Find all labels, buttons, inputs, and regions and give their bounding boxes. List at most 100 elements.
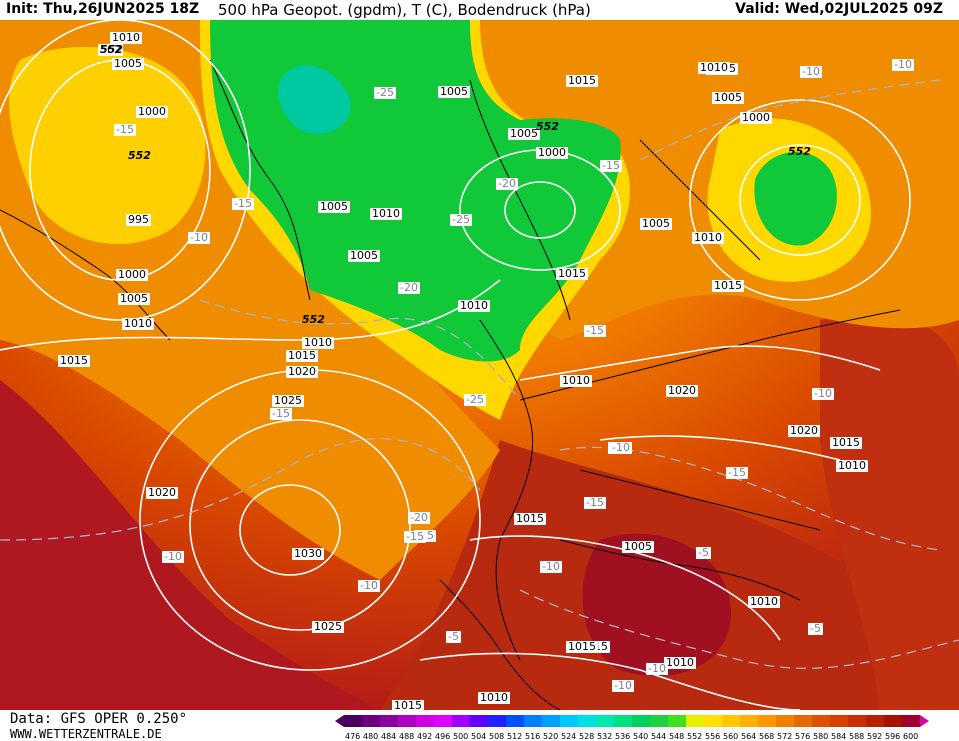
pressure-label: 1000	[536, 146, 568, 159]
legend-tick-label: 592	[867, 732, 882, 741]
legend-tick-label: 600	[903, 732, 918, 741]
legend-swatch	[524, 715, 542, 727]
legend-tick-label: 500	[453, 732, 468, 741]
legend-tick-label: 568	[759, 732, 774, 741]
pressure-label: 1005	[508, 127, 540, 140]
height-label: 552	[788, 145, 811, 158]
temperature-label: -10	[540, 560, 562, 573]
legend-swatch	[794, 715, 812, 727]
temperature-label: -15	[726, 466, 748, 479]
legend-swatch	[650, 715, 668, 727]
pressure-label: 1010	[836, 459, 868, 472]
legend-swatch	[596, 715, 614, 727]
pressure-label: 1010	[692, 231, 724, 244]
legend-tick-label: 512	[507, 732, 522, 741]
temperature-label: -15	[232, 197, 254, 210]
pressure-label: 1015	[712, 279, 744, 292]
temperature-label: -15	[114, 123, 136, 136]
legend-tick-label: 524	[561, 732, 576, 741]
legend-tick-label: 476	[345, 732, 360, 741]
legend-swatch	[416, 715, 434, 727]
temperature-label: -15	[404, 530, 426, 543]
temperature-label: -10	[800, 65, 822, 78]
legend-tick-label: 520	[543, 732, 558, 741]
legend-tick-label: 548	[669, 732, 684, 741]
legend-swatch	[812, 715, 830, 727]
legend-tick-label: 552	[687, 732, 702, 741]
legend-swatch	[434, 715, 452, 727]
legend-swatch	[470, 715, 488, 727]
temperature-label: -25	[464, 393, 486, 406]
legend-swatch	[488, 715, 506, 727]
legend-tick-label: 576	[795, 732, 810, 741]
temperature-label: -10	[358, 579, 380, 592]
legend-swatch	[866, 715, 884, 727]
legend-swatch	[380, 715, 398, 727]
darkred-region-med	[582, 533, 732, 677]
weather-map	[0, 20, 959, 710]
temperature-label: -10	[188, 231, 210, 244]
legend-swatch	[740, 715, 758, 727]
legend-tick-label: 516	[525, 732, 540, 741]
pressure-label: 1010	[748, 595, 780, 608]
temperature-label: -5	[808, 622, 823, 635]
pressure-label: 1005	[348, 249, 380, 262]
temperature-label: -20	[398, 281, 420, 294]
pressure-label: 1010	[110, 31, 142, 44]
legend-tick-label: 532	[597, 732, 612, 741]
legend-swatch	[398, 715, 416, 727]
yellow-region-canada	[9, 46, 206, 245]
pressure-label: 1015	[58, 354, 90, 367]
map-header: Init: Thu,26JUN2025 18Z 500 hPa Geopot. …	[0, 0, 959, 20]
temperature-label: -15	[600, 159, 622, 172]
pressure-label: 1015	[566, 74, 598, 87]
legend-tick-label: 540	[633, 732, 648, 741]
pressure-label: 1025	[312, 620, 344, 633]
legend-tick-label: 588	[849, 732, 864, 741]
legend-swatch	[686, 715, 704, 727]
legend-swatch	[830, 715, 848, 727]
legend-tick-label: 480	[363, 732, 378, 741]
pressure-label: 1030	[292, 547, 324, 560]
site-url-label: WWW.WETTERZENTRALE.DE	[10, 727, 162, 741]
pressure-label: 1005	[318, 200, 350, 213]
temperature-label: -15	[270, 407, 292, 420]
legend-tick-label: 556	[705, 732, 720, 741]
legend-tick-label: 544	[651, 732, 666, 741]
pressure-label: 1020	[146, 486, 178, 499]
pressure-label: 1010	[478, 691, 510, 704]
legend-tick-label: 528	[579, 732, 594, 741]
data-source-label: Data: GFS OPER 0.250°	[10, 711, 188, 727]
legend-swatch	[578, 715, 596, 727]
temperature-label: -25	[450, 213, 472, 226]
pressure-label: 1000	[136, 105, 168, 118]
height-label: 552	[100, 43, 123, 56]
temperature-label: -10	[646, 662, 668, 675]
pressure-label: 1005	[438, 85, 470, 98]
temperature-label: -15	[584, 496, 606, 509]
pressure-label: 1015	[830, 436, 862, 449]
legend-swatch	[902, 715, 920, 727]
legend-swatch	[560, 715, 578, 727]
legend-swatch	[452, 715, 470, 727]
height-label: 552	[128, 149, 151, 162]
pressure-label: 1015	[286, 349, 318, 362]
legend-tick-label: 508	[489, 732, 504, 741]
temperature-label: -20	[408, 511, 430, 524]
pressure-label: 1000	[740, 111, 772, 124]
pressure-label: 1010	[560, 374, 592, 387]
legend-swatch	[362, 715, 380, 727]
temperature-label: -5	[446, 630, 461, 643]
legend-tick-label: 488	[399, 732, 414, 741]
legend-tick-label: 584	[831, 732, 846, 741]
color-legend: 476 480 484 488 492 496 500 504 508 512 516 520 524 5…	[335, 715, 929, 741]
legend-tick-label: 564	[741, 732, 756, 741]
pressure-label: 1010	[370, 207, 402, 220]
legend-tick-label: 572	[777, 732, 792, 741]
legend-swatch	[704, 715, 722, 727]
cyan-core-greenland	[278, 65, 351, 134]
valid-time-label: Valid: Wed,02JUL2025 09Z	[735, 1, 943, 17]
red-region-east	[820, 312, 959, 710]
legend-tick-label: 504	[471, 732, 486, 741]
